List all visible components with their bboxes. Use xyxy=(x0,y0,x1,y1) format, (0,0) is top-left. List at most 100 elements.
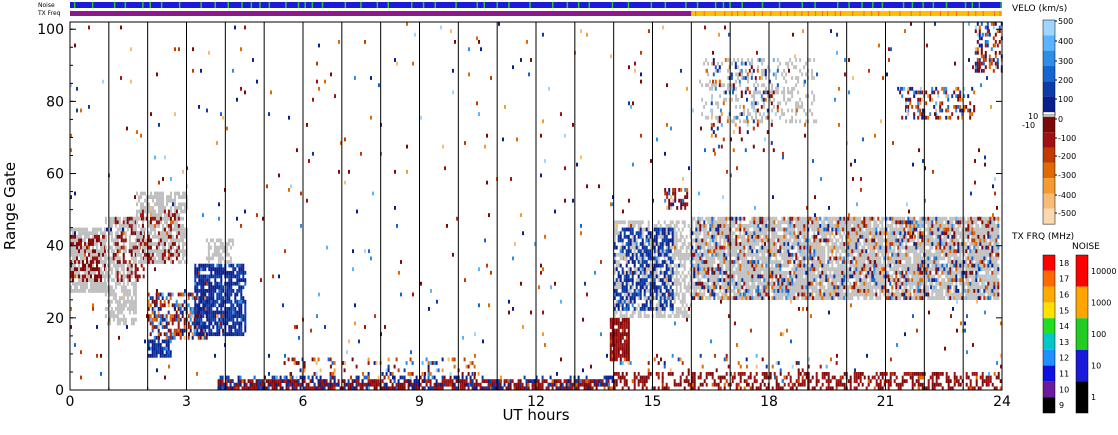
echo-cell xyxy=(627,339,630,344)
echo-cell xyxy=(238,307,241,311)
echo-cell xyxy=(92,249,94,254)
echo-cell xyxy=(737,296,740,300)
echo-cell xyxy=(219,242,222,246)
echo-cell xyxy=(827,285,830,290)
echo-cell xyxy=(763,245,766,250)
echo-cell xyxy=(664,191,667,196)
echo-cell xyxy=(104,274,107,279)
echo-cell xyxy=(176,191,178,196)
echo-cell xyxy=(144,206,146,210)
echo-cell xyxy=(817,296,820,300)
noise-strip-tick xyxy=(801,2,803,8)
echo-cell xyxy=(721,278,724,282)
echo-cell xyxy=(819,252,822,257)
echo-cell xyxy=(731,270,734,275)
echo-cell xyxy=(709,256,712,261)
echo-cell xyxy=(625,285,628,290)
echo-cell xyxy=(627,245,630,250)
echo-cell xyxy=(167,339,170,344)
echo-cell xyxy=(194,325,197,329)
echo-cell xyxy=(821,238,824,243)
echo-cell xyxy=(877,252,880,257)
echo-cell xyxy=(136,202,138,207)
echo-cell xyxy=(114,216,117,221)
echo-cell xyxy=(719,227,722,232)
echo-cell xyxy=(182,238,184,243)
echo-cell xyxy=(74,285,76,290)
echo-cell xyxy=(157,328,160,333)
echo-cell xyxy=(175,256,178,261)
echo-cell xyxy=(234,314,237,318)
echo-cell xyxy=(619,339,622,344)
echo-cell xyxy=(783,285,786,290)
echo-cell xyxy=(847,274,850,279)
echo-cell xyxy=(244,303,247,308)
echo-cell xyxy=(659,289,662,293)
echo-cell xyxy=(94,289,96,293)
echo-cell xyxy=(871,256,874,261)
echo-cell xyxy=(877,260,880,264)
echo-cell xyxy=(179,303,182,308)
echo-cell xyxy=(887,260,890,264)
echo-cell xyxy=(194,270,197,275)
echo-cell xyxy=(110,292,113,297)
echo-cell xyxy=(110,238,113,243)
echo-cell xyxy=(755,227,758,232)
echo-cell xyxy=(158,234,160,239)
echo-cell xyxy=(617,332,620,337)
echo-cell xyxy=(151,350,154,355)
echo-cell xyxy=(213,252,216,257)
echo-cell xyxy=(611,317,614,322)
echo-cell xyxy=(204,299,207,304)
echo-cell xyxy=(851,263,854,268)
echo-cell xyxy=(242,296,245,300)
echo-cell xyxy=(615,292,618,297)
echo-cell xyxy=(719,234,722,239)
echo-cell xyxy=(72,263,74,268)
echo-cell xyxy=(100,289,102,293)
echo-cell xyxy=(84,249,86,254)
echo-cell xyxy=(670,195,673,199)
echo-cell xyxy=(799,238,802,243)
echo-cell xyxy=(100,278,102,282)
echo-cell xyxy=(212,292,215,297)
echo-cell xyxy=(781,227,784,232)
echo-cell xyxy=(613,289,616,293)
echo-cell xyxy=(801,267,804,272)
echo-cell xyxy=(147,245,150,250)
echo-cell xyxy=(226,281,229,286)
echo-cell xyxy=(687,242,690,246)
echo-cell xyxy=(897,289,900,293)
echo-cell xyxy=(655,242,658,246)
echo-cell xyxy=(877,231,880,236)
echo-cell xyxy=(244,270,247,275)
echo-cell xyxy=(236,321,239,326)
echo-cell xyxy=(619,335,622,340)
echo-cell xyxy=(148,249,150,254)
echo-cell xyxy=(897,281,900,286)
echo-cell xyxy=(775,285,778,290)
echo-cell xyxy=(731,263,734,268)
echo-cell xyxy=(891,278,894,282)
echo-cell xyxy=(851,220,854,225)
echo-cell xyxy=(667,281,670,286)
echo-cell xyxy=(142,274,145,279)
echo-cell xyxy=(829,249,832,254)
echo-cell xyxy=(643,270,646,275)
echo-cell xyxy=(771,260,774,264)
echo-cell xyxy=(158,213,160,217)
echo-cell xyxy=(747,296,750,300)
echo-cell xyxy=(627,274,630,279)
echo-cell xyxy=(158,206,160,210)
txfreq-strip-tick xyxy=(947,11,949,16)
echo-cell xyxy=(895,224,898,228)
txfreq-strip-tick xyxy=(770,11,772,16)
echo-cell xyxy=(613,224,616,228)
echo-cell xyxy=(164,231,166,236)
echo-cell xyxy=(126,274,129,279)
echo-cell xyxy=(167,353,170,358)
echo-cell xyxy=(857,260,860,264)
echo-cell xyxy=(155,314,158,318)
echo-cell xyxy=(817,292,820,297)
echo-cell xyxy=(669,224,672,228)
